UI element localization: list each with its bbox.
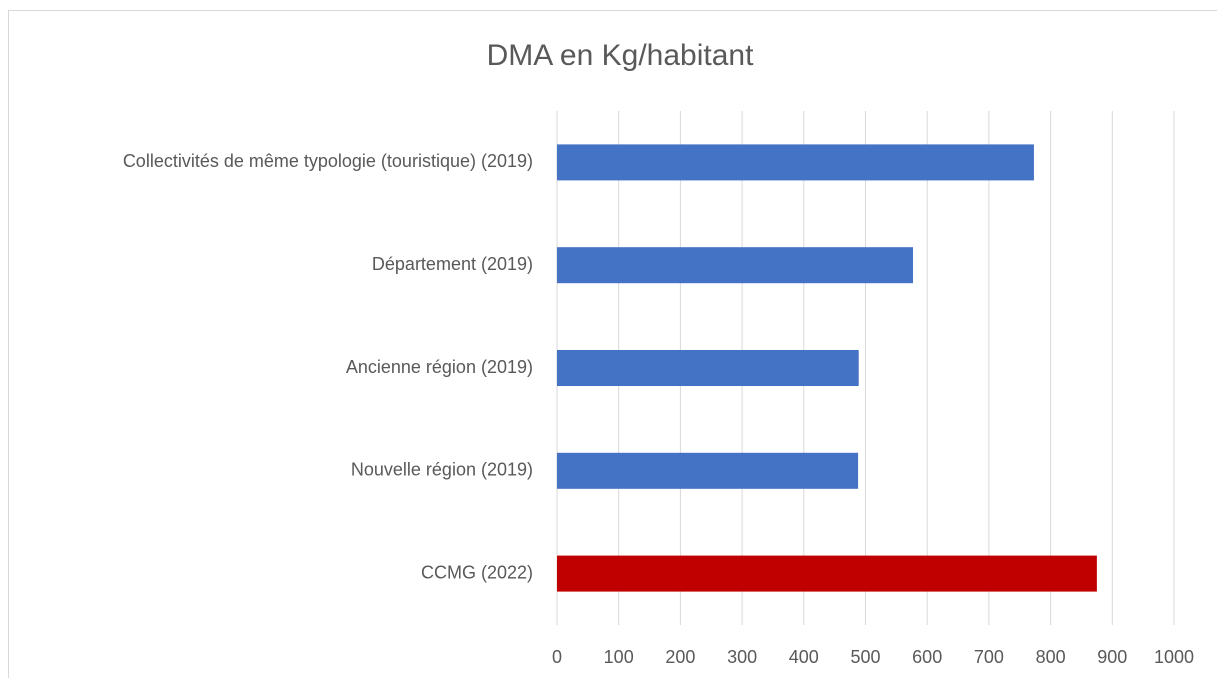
x-tick-label: 1000 bbox=[1154, 647, 1194, 667]
x-tick-label: 800 bbox=[1036, 647, 1066, 667]
x-tick-label: 700 bbox=[974, 647, 1004, 667]
y-tick-label: Département (2019) bbox=[372, 254, 533, 274]
x-tick-label: 600 bbox=[912, 647, 942, 667]
bar bbox=[557, 350, 859, 386]
chart-border bbox=[8, 10, 1217, 678]
x-tick-label: 300 bbox=[727, 647, 757, 667]
y-tick-label: CCMG (2022) bbox=[421, 562, 533, 582]
bar bbox=[557, 144, 1034, 181]
y-tick-label: Collectivités de même typologie (tourist… bbox=[123, 151, 533, 171]
bar bbox=[557, 555, 1097, 592]
y-tick-label: Ancienne région (2019) bbox=[346, 357, 533, 377]
chart-title: DMA en Kg/habitant bbox=[487, 39, 755, 72]
x-tick-label: 200 bbox=[665, 647, 695, 667]
x-tick-label: 0 bbox=[552, 647, 562, 667]
x-tick-label: 900 bbox=[1097, 647, 1127, 667]
bar bbox=[557, 452, 859, 489]
y-tick-label: Nouvelle région (2019) bbox=[351, 460, 533, 480]
x-tick-label: 100 bbox=[604, 647, 634, 667]
x-tick-label: 500 bbox=[850, 647, 880, 667]
x-tick-label: 400 bbox=[789, 647, 819, 667]
bar bbox=[557, 247, 914, 284]
